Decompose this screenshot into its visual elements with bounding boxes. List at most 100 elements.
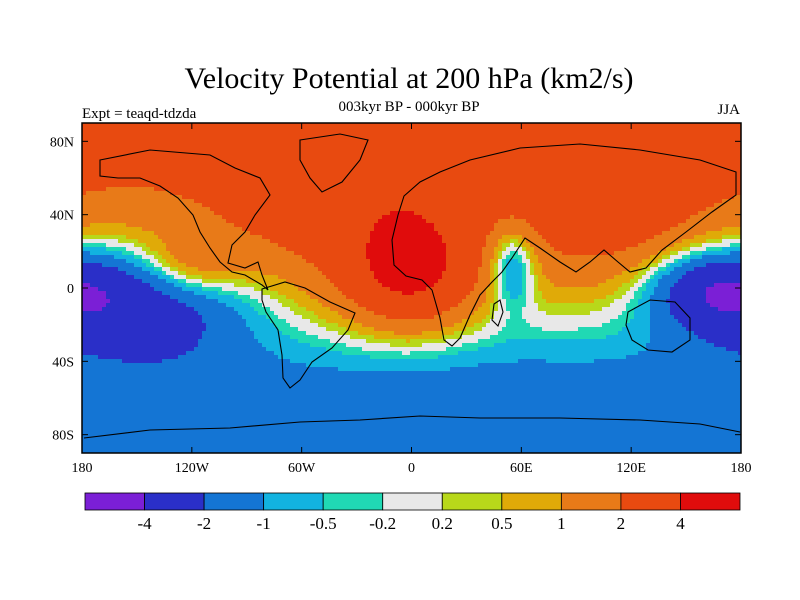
field-cell — [134, 131, 139, 136]
field-cell — [470, 143, 475, 148]
field-cell — [494, 223, 499, 228]
field-cell — [202, 155, 207, 160]
field-cell — [194, 215, 199, 220]
field-cell — [702, 195, 707, 200]
field-cell — [274, 183, 279, 188]
field-cell — [634, 123, 639, 128]
field-cell — [110, 135, 115, 140]
field-cell — [302, 131, 307, 136]
field-cell — [378, 223, 383, 228]
field-cell — [174, 227, 179, 232]
field-cell — [394, 159, 399, 164]
field-cell — [90, 231, 95, 236]
field-cell — [350, 211, 355, 216]
field-cell — [546, 183, 551, 188]
field-cell — [190, 231, 195, 236]
field-cell — [686, 203, 691, 208]
field-cell — [318, 155, 323, 160]
field-cell — [450, 159, 455, 164]
field-cell — [554, 227, 559, 232]
field-cell — [278, 227, 283, 232]
field-cell — [182, 243, 187, 248]
field-cell — [258, 175, 263, 180]
field-cell — [158, 199, 163, 204]
field-cell — [478, 135, 483, 140]
field-cell — [578, 231, 583, 236]
field-cell — [242, 175, 247, 180]
field-cell — [198, 127, 203, 132]
field-cell — [630, 167, 635, 172]
field-cell — [514, 219, 519, 224]
field-cell — [378, 207, 383, 212]
field-cell — [82, 127, 87, 132]
field-cell — [202, 243, 207, 248]
field-cell — [670, 139, 675, 144]
field-cell — [550, 183, 555, 188]
field-cell — [450, 155, 455, 160]
field-cell — [698, 123, 703, 128]
field-cell — [238, 219, 243, 224]
field-cell — [250, 219, 255, 224]
field-cell — [678, 183, 683, 188]
field-cell — [498, 187, 503, 192]
field-cell — [82, 131, 87, 136]
field-cell — [246, 167, 251, 172]
field-cell — [94, 135, 99, 140]
field-cell — [414, 123, 419, 128]
field-cell — [554, 127, 559, 132]
field-cell — [478, 219, 483, 224]
field-cell — [682, 195, 687, 200]
field-cell — [186, 243, 191, 248]
field-cell — [386, 191, 391, 196]
field-cell — [322, 187, 327, 192]
field-cell — [710, 203, 715, 208]
field-cell — [406, 163, 411, 168]
field-cell — [154, 211, 159, 216]
field-cell — [194, 227, 199, 232]
field-cell — [510, 227, 515, 232]
field-cell — [614, 199, 619, 204]
field-cell — [538, 191, 543, 196]
field-cell — [402, 219, 407, 224]
field-cell — [686, 151, 691, 156]
field-cell — [658, 211, 663, 216]
field-cell — [158, 135, 163, 140]
field-cell — [630, 235, 635, 240]
field-cell — [314, 231, 319, 236]
field-cell — [606, 191, 611, 196]
field-cell — [662, 127, 667, 132]
field-cell — [266, 187, 271, 192]
field-cell — [346, 199, 351, 204]
field-cell — [146, 171, 151, 176]
field-cell — [654, 207, 659, 212]
field-cell — [690, 211, 695, 216]
field-cell — [282, 223, 287, 228]
field-cell — [414, 159, 419, 164]
field-cell — [358, 211, 363, 216]
field-cell — [662, 195, 667, 200]
field-cell — [538, 187, 543, 192]
field-cell — [730, 131, 735, 136]
field-cell — [106, 179, 111, 184]
field-cell — [306, 179, 311, 184]
field-cell — [730, 207, 735, 212]
field-cell — [90, 223, 95, 228]
field-cell — [418, 139, 423, 144]
field-cell — [314, 211, 319, 216]
field-cell — [310, 231, 315, 236]
field-cell — [538, 175, 543, 180]
field-cell — [426, 215, 431, 220]
field-cell — [166, 215, 171, 220]
field-cell — [638, 127, 643, 132]
field-cell — [698, 195, 703, 200]
field-cell — [374, 127, 379, 132]
field-cell — [174, 235, 179, 240]
field-cell — [598, 219, 603, 224]
field-cell — [378, 179, 383, 184]
field-cell — [446, 159, 451, 164]
field-cell — [738, 199, 741, 204]
field-cell — [546, 219, 551, 224]
field-cell — [610, 127, 615, 132]
field-cell — [594, 199, 599, 204]
field-cell — [670, 227, 675, 232]
